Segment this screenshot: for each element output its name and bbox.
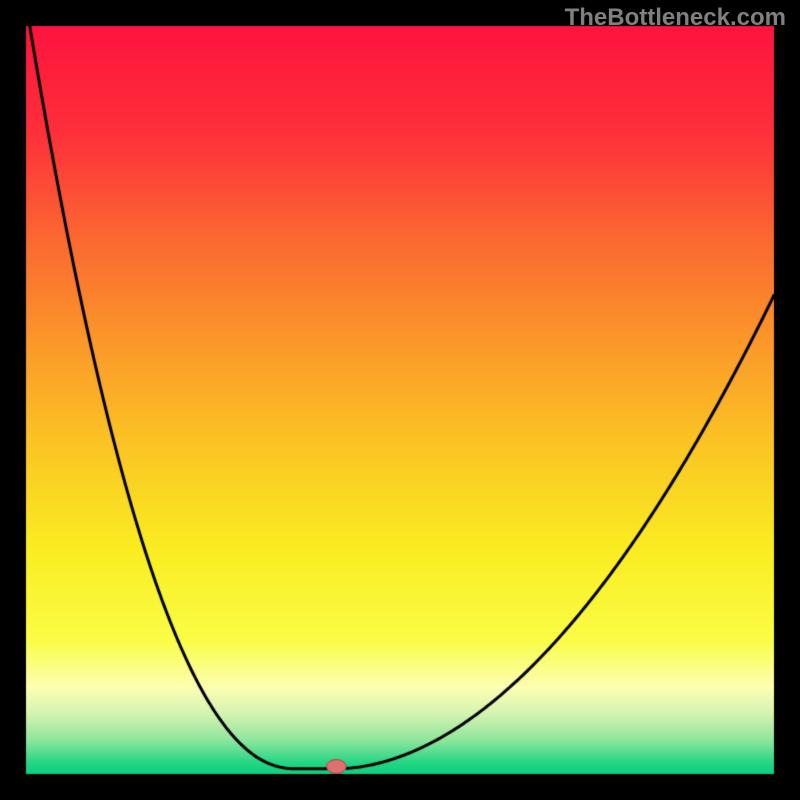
bottleneck-chart-canvas: [0, 0, 800, 800]
chart-container: { "canvas": { "width": 800, "height": 80…: [0, 0, 800, 800]
